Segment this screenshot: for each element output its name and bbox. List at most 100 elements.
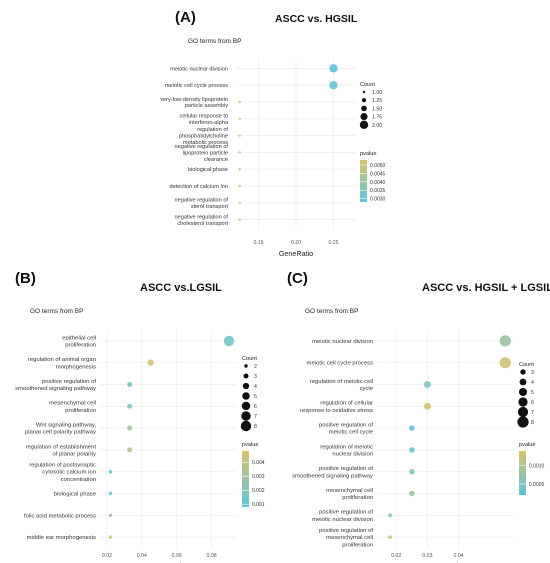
category-label: biological phase — [54, 492, 97, 498]
category-label: meiotic cell cycle process — [165, 83, 228, 89]
data-point — [108, 513, 113, 517]
size-legend-label: 7 — [531, 410, 534, 416]
category-label: mesenchymal cell proliferation — [49, 401, 96, 414]
category-label: positive regulation of mesenchymal cell pr… — [319, 528, 373, 548]
panel-b-chart: (B) ASCC vs.LGSIL GO terms from BP 0.02 0.04… — [15, 270, 265, 563]
panel-c-chart: (C) ASCC vs. HGSIL + LGSIL GO terms from B… — [287, 270, 550, 563]
data-point — [409, 447, 415, 453]
data-point — [238, 151, 241, 154]
x-tick-label: 0.02 — [391, 553, 401, 559]
data-point — [127, 447, 133, 453]
size-legend-label: 6 — [254, 404, 257, 410]
category-label: regulation of cellular response to oxidat… — [300, 401, 373, 414]
color-legend-title: pvalue — [519, 442, 535, 448]
data-point — [409, 468, 415, 475]
panel-a-chart: (A) ASCC vs. HGSIL GO terms from BP 0.15 0.2… — [160, 9, 386, 258]
data-point — [238, 100, 241, 104]
category-label: regulation of establishment of planar pol… — [26, 444, 97, 457]
size-legend-label: 5 — [254, 394, 257, 400]
colorbar-tick-label: 0.004 — [252, 460, 265, 466]
category-label: meiotic nuclear division — [312, 339, 373, 345]
data-point — [329, 64, 338, 73]
size-legend-dot — [362, 90, 366, 94]
data-point — [238, 168, 241, 171]
size-legend-dot — [242, 382, 250, 390]
data-point — [388, 513, 392, 518]
data-point — [423, 402, 431, 410]
data-point — [238, 201, 241, 204]
size-legend-title: Count — [242, 356, 257, 362]
panel-label: (A) — [175, 9, 196, 26]
x-tick-label: 0.15 — [253, 240, 263, 246]
colorbar-tick-label: 0.0045 — [370, 171, 386, 177]
colorbar-tick-label: 0.002 — [252, 488, 265, 494]
panel-label: (C) — [287, 270, 308, 287]
size-legend-dot — [244, 364, 248, 368]
data-point — [108, 470, 113, 474]
x-tick-label: 0.25 — [328, 240, 338, 246]
category-label: middle ear morphogenesis — [27, 535, 96, 541]
category-label: cellular response to interferon-alpha — [179, 114, 228, 126]
x-tick-label: 0.20 — [291, 240, 301, 246]
data-point — [423, 381, 431, 388]
category-label: regulation of postsynaptic cytosolic calc… — [29, 463, 96, 483]
panel-label: (B) — [15, 270, 36, 287]
data-point — [108, 535, 113, 539]
colorbar-tick-label: 0.0010 — [529, 464, 545, 470]
size-legend-label: 8 — [254, 424, 257, 430]
chart-subtitle: GO terms from BP — [30, 308, 83, 315]
category-label: regulation of animal organ morphogenesis — [28, 357, 96, 370]
x-tick-label: 0.03 — [422, 553, 432, 559]
size-legend-label: 1.75 — [372, 115, 382, 121]
size-legend-label: 8 — [531, 420, 534, 426]
x-axis-label: GeneRatio — [151, 561, 185, 563]
chart-title: ASCC vs. HGSIL + LGSIL — [422, 282, 550, 294]
category-label: negative regulation of sterol transport — [175, 198, 229, 210]
size-legend-dot — [361, 98, 367, 103]
colorbar-tick-label: 0.0030 — [370, 197, 386, 203]
data-point — [238, 134, 241, 137]
size-legend-label: 2.00 — [372, 123, 382, 129]
colorbar-tick-label: 0.0035 — [370, 188, 386, 194]
category-label: Wnt signaling pathway, planar cell polari… — [25, 423, 96, 436]
chart-title: ASCC vs. HGSIL — [275, 13, 358, 25]
x-tick-label: 0.08 — [207, 553, 217, 559]
data-point — [329, 81, 338, 90]
data-point — [127, 403, 133, 409]
color-legend-title: pvalue — [242, 442, 258, 448]
size-legend-dot — [242, 392, 250, 400]
category-label: biological phase — [188, 167, 228, 173]
size-legend-dot — [243, 373, 249, 379]
colorbar-tick-label: 0.001 — [252, 502, 265, 508]
colorbar-tick-label: 0.0005 — [529, 482, 545, 488]
category-label: mesenchymal cell proliferation — [326, 488, 373, 501]
category-label: regulation of phosphatidylcholine metaboli… — [179, 127, 229, 146]
colorbar-tick-label: 0.0040 — [370, 180, 386, 186]
data-point — [108, 491, 113, 496]
size-legend-label: 3 — [254, 374, 257, 380]
category-label: regulation of meiotic cell cycle — [310, 379, 374, 392]
x-tick-label: 0.04 — [453, 553, 463, 559]
x-tick-label: 0.02 — [102, 553, 112, 559]
data-point — [409, 490, 415, 497]
size-legend-label: 7 — [254, 414, 257, 420]
size-legend-dot — [241, 401, 251, 411]
size-legend-dot — [518, 387, 528, 397]
size-legend-dot — [519, 378, 527, 386]
colorbar — [360, 160, 367, 202]
size-legend-dot — [241, 411, 251, 421]
data-point — [238, 117, 241, 121]
size-legend-title: Count — [360, 82, 375, 88]
category-label: meiotic cell cycle process — [307, 361, 374, 367]
data-point — [499, 335, 511, 347]
category-label: detection of calcium ion — [170, 184, 228, 190]
color-legend-title: pvalue — [360, 151, 376, 157]
colorbar-tick-label: 0.0050 — [370, 163, 386, 169]
size-legend-dot — [359, 120, 369, 129]
category-label: negative regulation of lipoprotein partic… — [175, 144, 229, 163]
category-label: negative regulation of cholesterol transp… — [175, 214, 229, 226]
x-axis-label: GeneRatio — [279, 249, 313, 258]
category-label: folic acid metabolic process — [24, 513, 96, 519]
chart-subtitle: GO terms from BP — [305, 308, 358, 315]
data-point — [223, 335, 235, 347]
